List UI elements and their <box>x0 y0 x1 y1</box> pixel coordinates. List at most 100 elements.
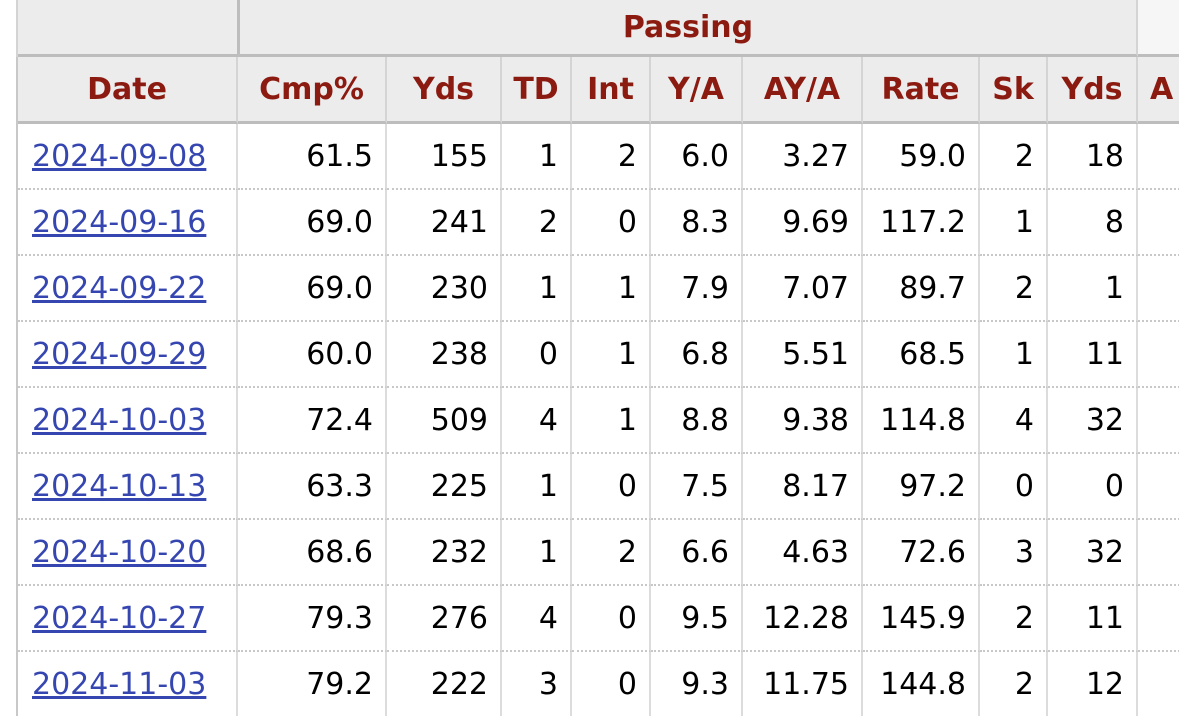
stat-cell: 59.0 <box>863 124 980 190</box>
stat-cell: 68.6 <box>238 520 387 586</box>
stat-cell: 18 <box>1048 124 1138 190</box>
column-header: Cmp% <box>238 57 387 124</box>
stat-cell: 8 <box>1048 190 1138 256</box>
stat-cell: 4 <box>502 388 572 454</box>
stat-cell: 2 <box>572 124 651 190</box>
date-link[interactable]: 2024-10-27 <box>32 600 207 636</box>
column-header: Yds <box>1048 57 1138 124</box>
stat-cell: 1 <box>502 454 572 520</box>
stat-cell: 1 <box>1048 256 1138 322</box>
date-cell: 2024-10-13 <box>18 454 238 520</box>
stat-cell: 1 <box>502 520 572 586</box>
date-cell: 2024-09-16 <box>18 190 238 256</box>
stat-cell: 97.2 <box>863 454 980 520</box>
stat-cell: 230 <box>387 256 502 322</box>
stat-cell: 12.28 <box>743 586 863 652</box>
date-link[interactable]: 2024-11-03 <box>32 666 207 702</box>
stat-cell: 6.0 <box>651 124 743 190</box>
header-spacer <box>18 0 240 57</box>
column-header: Date <box>18 57 238 124</box>
date-link[interactable]: 2024-09-29 <box>32 336 207 372</box>
stat-cell: 4 <box>980 388 1048 454</box>
stat-cell: 232 <box>387 520 502 586</box>
date-cell: 2024-10-03 <box>18 388 238 454</box>
stat-cell: 8.3 <box>651 190 743 256</box>
date-cell: 2024-09-29 <box>18 322 238 388</box>
stat-cell: 0 <box>980 454 1048 520</box>
stat-cell: 79.2 <box>238 652 387 716</box>
stat-cell: 3.27 <box>743 124 863 190</box>
date-cell: 2024-09-08 <box>18 124 238 190</box>
overflow-cell <box>1138 190 1179 256</box>
stat-cell: 1 <box>980 322 1048 388</box>
stat-cell: 222 <box>387 652 502 716</box>
left-edge <box>0 57 18 716</box>
date-link[interactable]: 2024-09-22 <box>32 270 207 306</box>
overflow-cell <box>1138 388 1179 454</box>
stat-cell: 9.5 <box>651 586 743 652</box>
stat-cell: 145.9 <box>863 586 980 652</box>
stat-cell: 2 <box>980 256 1048 322</box>
stat-cell: 60.0 <box>238 322 387 388</box>
stat-cell: 1 <box>572 388 651 454</box>
column-header: Int <box>572 57 651 124</box>
stat-cell: 1 <box>502 124 572 190</box>
date-link[interactable]: 2024-09-16 <box>32 204 207 240</box>
overflow-cell <box>1138 322 1179 388</box>
stat-cell: 0 <box>572 454 651 520</box>
stat-cell: 68.5 <box>863 322 980 388</box>
overflow-cell <box>1138 256 1179 322</box>
stat-cell: 1 <box>572 256 651 322</box>
group-header: Passing <box>240 0 1138 57</box>
header-spacer <box>1138 0 1179 57</box>
stat-cell: 0 <box>572 190 651 256</box>
stat-cell: 2 <box>572 520 651 586</box>
stat-cell: 241 <box>387 190 502 256</box>
stat-cell: 9.69 <box>743 190 863 256</box>
overflow-cell <box>1138 652 1179 716</box>
stat-cell: 4.63 <box>743 520 863 586</box>
date-link[interactable]: 2024-10-13 <box>32 468 207 504</box>
date-cell: 2024-10-20 <box>18 520 238 586</box>
stat-cell: 63.3 <box>238 454 387 520</box>
stat-cell: 155 <box>387 124 502 190</box>
stat-cell: 1 <box>572 322 651 388</box>
stat-cell: 12 <box>1048 652 1138 716</box>
date-link[interactable]: 2024-09-08 <box>32 138 207 174</box>
date-link[interactable]: 2024-10-03 <box>32 402 207 438</box>
stat-cell: 5.51 <box>743 322 863 388</box>
stat-cell: 9.3 <box>651 652 743 716</box>
stat-cell: 4 <box>502 586 572 652</box>
stat-cell: 8.17 <box>743 454 863 520</box>
stat-cell: 2 <box>502 190 572 256</box>
stat-cell: 1 <box>980 190 1048 256</box>
stat-cell: 7.5 <box>651 454 743 520</box>
stat-cell: 11.75 <box>743 652 863 716</box>
stat-cell: 3 <box>980 520 1048 586</box>
stat-cell: 0 <box>572 586 651 652</box>
stat-cell: 238 <box>387 322 502 388</box>
stat-cell: 0 <box>1048 454 1138 520</box>
date-cell: 2024-09-22 <box>18 256 238 322</box>
column-header: A <box>1138 57 1179 124</box>
stat-cell: 2 <box>980 124 1048 190</box>
stat-cell: 72.4 <box>238 388 387 454</box>
stat-cell: 11 <box>1048 322 1138 388</box>
stat-cell: 276 <box>387 586 502 652</box>
column-header: AY/A <box>743 57 863 124</box>
date-cell: 2024-11-03 <box>18 652 238 716</box>
stat-cell: 79.3 <box>238 586 387 652</box>
stat-cell: 9.38 <box>743 388 863 454</box>
date-link[interactable]: 2024-10-20 <box>32 534 207 570</box>
stat-cell: 11 <box>1048 586 1138 652</box>
stat-cell: 89.7 <box>863 256 980 322</box>
stat-cell: 32 <box>1048 388 1138 454</box>
stat-cell: 2 <box>980 586 1048 652</box>
overflow-cell <box>1138 586 1179 652</box>
overflow-cell <box>1138 520 1179 586</box>
stat-cell: 6.6 <box>651 520 743 586</box>
date-cell: 2024-10-27 <box>18 586 238 652</box>
stat-cell: 72.6 <box>863 520 980 586</box>
overflow-cell <box>1138 454 1179 520</box>
